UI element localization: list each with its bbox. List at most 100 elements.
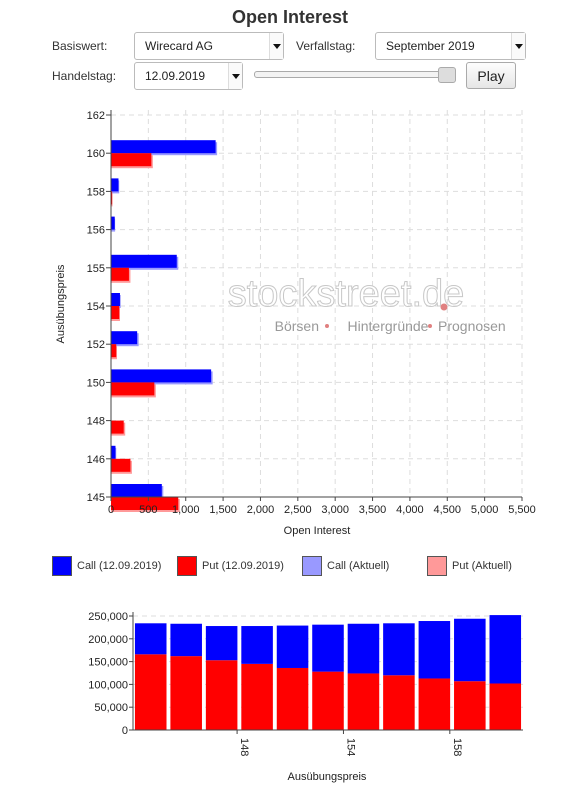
x-tick-label: 5,000: [471, 504, 499, 516]
y-tick-label: 162: [87, 110, 105, 122]
y-tick-label: 156: [87, 225, 105, 237]
x-tick-label: 3,500: [359, 504, 387, 516]
legend-label: Call (Aktuell): [327, 560, 390, 572]
slider-handle[interactable]: [438, 67, 456, 83]
x-tick-label: 2,000: [247, 504, 275, 516]
y-tick-label: 152: [87, 339, 105, 351]
x-tick-label: 2,500: [284, 504, 312, 516]
bar-put-stacked: [347, 673, 380, 730]
watermark: stockstreet.de Börsen Hintergründe Progn…: [227, 273, 506, 335]
chevron-down-icon: [228, 63, 242, 89]
legend-swatch: [52, 556, 72, 576]
y-tick-label: 200,000: [88, 634, 128, 646]
bar-put-stacked: [454, 681, 486, 730]
basiswert-select[interactable]: Wirecard AG: [134, 32, 284, 60]
bar-put-stacked: [241, 663, 273, 730]
y-tick-label: 145: [87, 492, 105, 504]
bar-call: [111, 216, 115, 230]
bar-put-stacked: [170, 656, 202, 730]
bar-put: [111, 344, 117, 358]
chart-title: Open Interest: [231, 7, 349, 27]
bar-put-stacked: [489, 683, 522, 730]
watermark-tagline-3: Prognosen: [438, 318, 506, 334]
play-button[interactable]: Play: [466, 62, 516, 89]
bar-call-stacked: [312, 624, 344, 672]
watermark-tagline-1: Börsen: [275, 318, 319, 334]
chevron-down-icon: [511, 33, 525, 59]
y-tick-label: 100,000: [88, 679, 128, 691]
watermark-sep-icon: [428, 324, 432, 328]
watermark-dot-icon: [440, 303, 448, 311]
y-tick-label: 160: [87, 148, 105, 160]
date-slider[interactable]: [254, 67, 456, 83]
watermark-sep-icon: [325, 324, 329, 328]
bar-put: [111, 420, 124, 434]
y-tick-label: 148: [87, 416, 105, 428]
bar-call-stacked: [347, 623, 380, 674]
bar-call-stacked: [134, 623, 167, 655]
bar-call: [111, 254, 177, 268]
y-axis-label: Ausübungspreis: [55, 264, 67, 343]
bar-call: [111, 178, 119, 192]
verfallstag-select[interactable]: September 2019: [375, 32, 526, 60]
bar-put-stacked: [383, 675, 415, 730]
x-tick-label: 1,500: [209, 504, 237, 516]
open-interest-horizontal-chart: stockstreet.de Börsen Hintergründe Progn…: [55, 110, 536, 537]
x-tick-label: 4,000: [396, 504, 424, 516]
handelstag-label: Handelstag:: [52, 69, 117, 83]
bar-call-stacked: [170, 623, 202, 657]
legend-swatch: [427, 556, 447, 576]
bar-put: [111, 267, 129, 281]
bar-put-stacked: [418, 678, 451, 730]
bar-call-stacked: [276, 625, 309, 668]
legend-label: Put (12.09.2019): [202, 560, 284, 572]
watermark-brand: stockstreet.de: [228, 273, 465, 315]
y-tick-label: 154: [87, 301, 105, 313]
bar-call: [111, 445, 116, 459]
bar-call: [111, 484, 162, 497]
bar-call-stacked: [205, 626, 238, 661]
bar-put-stacked: [205, 660, 238, 730]
x-tick-label: 154: [344, 738, 356, 756]
legend-swatch: [302, 556, 322, 576]
bar-call: [111, 369, 212, 383]
verfallstag-label: Verfallstag:: [296, 39, 356, 53]
stacked-bar-chart: 0 50,000 100,000 150,000 200,000 250,000 148 15…: [88, 611, 523, 783]
bar-put: [111, 153, 152, 167]
y-tick-label: 150: [87, 377, 105, 389]
bar-call: [111, 140, 216, 154]
legend-label: Put (Aktuell): [452, 560, 512, 572]
bar-call-stacked: [418, 621, 451, 679]
x-tick-label: 0: [108, 504, 114, 516]
y-tick-label: 250,000: [88, 611, 128, 623]
bar-call-stacked: [241, 626, 273, 664]
handelstag-value: 12.09.2019: [145, 69, 206, 83]
x-tick-label: 158: [451, 738, 463, 756]
verfallstag-value: September 2019: [386, 39, 475, 53]
legend-swatch: [177, 556, 197, 576]
bar-put-stacked: [312, 671, 344, 730]
y-tick-label: 0: [122, 725, 128, 737]
basiswert-label: Basiswert:: [52, 39, 108, 53]
y-tick-label: 146: [87, 454, 105, 466]
basiswert-value: Wirecard AG: [145, 39, 214, 53]
x-tick-label: 5,500: [508, 504, 536, 516]
y-tick-label: 158: [87, 186, 105, 198]
bar-call-stacked: [454, 618, 486, 682]
bar-call-stacked: [489, 615, 522, 684]
y-tick-label: 150,000: [88, 657, 128, 669]
bar-put: [111, 306, 120, 319]
x-axis-label: Open Interest: [284, 525, 351, 537]
x-tick-label: 148: [238, 738, 250, 756]
bar-put: [111, 382, 155, 396]
chevron-down-icon: [269, 33, 283, 59]
watermark-tagline-2: Hintergründe: [348, 318, 429, 334]
y-tick-label: 155: [87, 263, 105, 275]
bar-put: [111, 458, 131, 472]
x-axis-label: Ausübungspreis: [288, 771, 367, 783]
bar-call-stacked: [383, 623, 415, 676]
handelstag-select[interactable]: 12.09.2019: [134, 62, 243, 90]
x-tick-label: 3,000: [321, 504, 349, 516]
x-tick-label: 4,500: [434, 504, 462, 516]
bar-put-stacked: [276, 667, 309, 730]
